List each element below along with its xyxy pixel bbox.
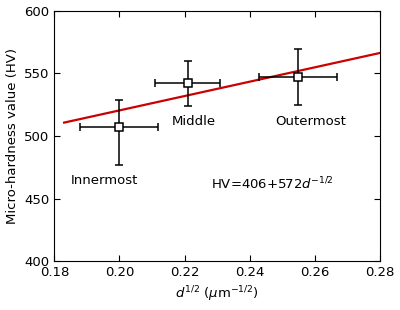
Y-axis label: Micro-hardness value (HV): Micro-hardness value (HV): [6, 48, 18, 224]
Text: Innermost: Innermost: [71, 174, 138, 187]
Text: HV=406+572$\mathit{d}$$^{-1/2}$: HV=406+572$\mathit{d}$$^{-1/2}$: [210, 176, 333, 193]
X-axis label: $d^{1/2}$ ($\mu$m$^{-1/2}$): $d^{1/2}$ ($\mu$m$^{-1/2}$): [175, 285, 259, 304]
Text: Middle: Middle: [172, 115, 216, 128]
Text: Outermost: Outermost: [276, 115, 346, 128]
